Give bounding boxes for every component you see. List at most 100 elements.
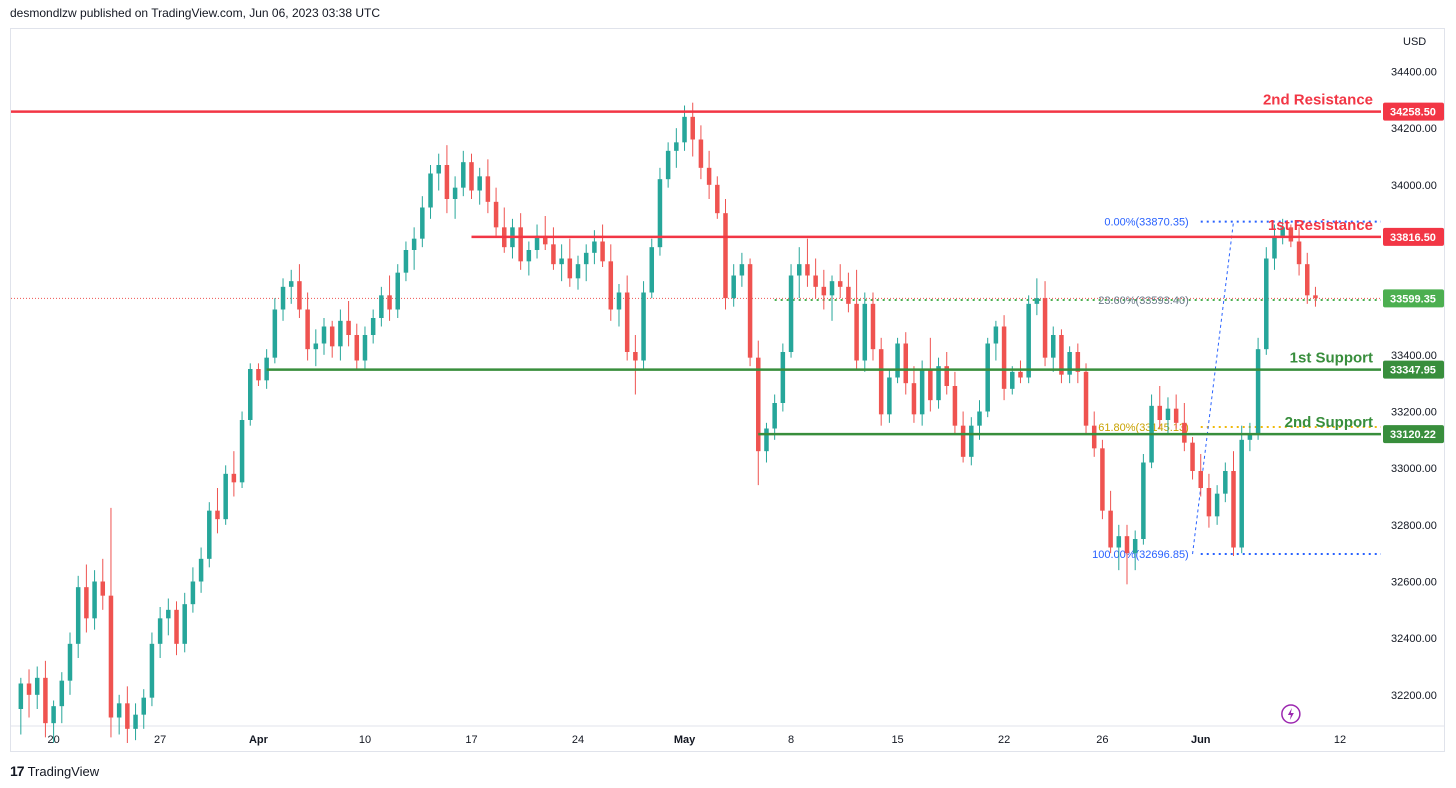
candle-body bbox=[248, 369, 253, 420]
y-tick-label: 34400.00 bbox=[1391, 67, 1437, 79]
candle-body bbox=[1091, 425, 1097, 449]
candle-body bbox=[1214, 493, 1220, 517]
candle-body bbox=[420, 207, 425, 239]
candle-body bbox=[854, 303, 859, 361]
candle-body bbox=[297, 281, 302, 310]
candle-body bbox=[534, 235, 540, 250]
candle-body bbox=[518, 227, 523, 262]
y-tick-label: 34000.00 bbox=[1391, 180, 1437, 192]
candle-body bbox=[559, 258, 564, 265]
x-tick-label: 10 bbox=[359, 734, 371, 746]
candle-body bbox=[583, 252, 589, 265]
level-name-label: 1st Support bbox=[1290, 350, 1373, 367]
candle-body bbox=[1255, 349, 1261, 435]
candle-body bbox=[84, 587, 89, 619]
level-price-label: 33816.50 bbox=[1390, 232, 1436, 244]
level-price-tag bbox=[1383, 227, 1444, 246]
candle-body bbox=[641, 292, 646, 361]
candle-body bbox=[1272, 235, 1277, 259]
candle-body bbox=[395, 272, 400, 310]
candle-body bbox=[239, 420, 245, 483]
candle-body bbox=[1132, 539, 1138, 554]
candle-body bbox=[575, 264, 581, 279]
candle-body bbox=[1288, 227, 1294, 242]
candle-body bbox=[608, 261, 614, 310]
fib-level-label: 0.00%(33870.35) bbox=[1104, 217, 1188, 229]
candle-body bbox=[1026, 303, 1031, 378]
candle-body bbox=[633, 352, 638, 361]
candle-body bbox=[1059, 335, 1064, 375]
y-tick-label: 32400.00 bbox=[1391, 633, 1437, 645]
candle-body bbox=[911, 383, 917, 415]
candle-body bbox=[674, 142, 679, 151]
candle-body bbox=[116, 703, 122, 718]
fib-level-label: 23.60%(33593.40) bbox=[1098, 295, 1189, 307]
candle-body bbox=[1018, 371, 1023, 378]
candle-body bbox=[321, 326, 327, 344]
candle-body bbox=[493, 201, 499, 228]
candle-body bbox=[952, 386, 958, 426]
candle-body bbox=[739, 264, 745, 276]
candle-body bbox=[788, 275, 794, 352]
x-tick-label: 12 bbox=[1334, 734, 1346, 746]
candle-body bbox=[1206, 488, 1212, 517]
y-tick-label: 34200.00 bbox=[1391, 123, 1437, 135]
candle-body bbox=[1165, 408, 1171, 420]
candle-body bbox=[354, 335, 360, 361]
candle-body bbox=[43, 677, 48, 724]
x-tick-label: 24 bbox=[572, 734, 584, 746]
candle-body bbox=[887, 377, 892, 415]
candle-body bbox=[34, 677, 40, 695]
candle-body bbox=[198, 558, 204, 582]
y-tick-label: 32200.00 bbox=[1391, 690, 1437, 702]
level-name-label: 2nd Support bbox=[1285, 414, 1373, 431]
candle-body bbox=[592, 241, 597, 253]
level-price-tag bbox=[1383, 425, 1444, 444]
y-tick-label: 32800.00 bbox=[1391, 520, 1437, 532]
candle-body bbox=[567, 258, 573, 279]
candle-body bbox=[960, 425, 966, 457]
candle-body bbox=[346, 320, 351, 335]
candle-body bbox=[837, 281, 843, 287]
x-tick-label: 26 bbox=[1096, 734, 1108, 746]
candle-body bbox=[690, 116, 695, 140]
candle-body bbox=[305, 309, 310, 350]
x-tick-label: 15 bbox=[891, 734, 903, 746]
candle-body bbox=[895, 343, 900, 378]
candle-body bbox=[1223, 471, 1228, 494]
candle-body bbox=[747, 264, 753, 358]
price-chart[interactable]: USD34400.0034200.0034000.0033800.0033600… bbox=[11, 29, 1444, 751]
candle-body bbox=[1157, 405, 1163, 420]
x-tick-label: 8 bbox=[788, 734, 794, 746]
y-tick-label: 32600.00 bbox=[1391, 577, 1437, 589]
candle-body bbox=[600, 241, 605, 262]
candle-body bbox=[182, 604, 187, 644]
candle-body bbox=[805, 264, 810, 276]
level-name-label: 1st Resistance bbox=[1268, 217, 1373, 234]
candle-body bbox=[616, 292, 622, 310]
candle-body bbox=[1280, 227, 1285, 236]
candle-body bbox=[436, 165, 441, 174]
candle-body bbox=[362, 335, 368, 361]
level-price-label: 33347.95 bbox=[1390, 365, 1436, 377]
y-tick-label: 33400.00 bbox=[1391, 350, 1437, 362]
candle-body bbox=[624, 292, 630, 352]
candle-body bbox=[772, 403, 777, 429]
candle-body bbox=[329, 326, 335, 347]
candle-body bbox=[715, 184, 720, 214]
candle-body bbox=[1247, 434, 1253, 440]
candle-body bbox=[969, 425, 974, 457]
candle-body bbox=[870, 303, 876, 350]
candle-body bbox=[223, 473, 228, 520]
candle-body bbox=[18, 683, 24, 709]
candle-body bbox=[1296, 241, 1302, 265]
candle-body bbox=[878, 349, 884, 415]
candle-body bbox=[51, 706, 56, 724]
level-price-label: 34258.50 bbox=[1390, 107, 1436, 119]
level-price-tag bbox=[1383, 102, 1444, 121]
y-tick-label: 33000.00 bbox=[1391, 463, 1437, 475]
candle-body bbox=[1001, 326, 1007, 389]
candle-body bbox=[936, 366, 941, 401]
candle-body bbox=[59, 680, 65, 707]
fib-level-label: 100.00%(32696.85) bbox=[1092, 549, 1189, 561]
